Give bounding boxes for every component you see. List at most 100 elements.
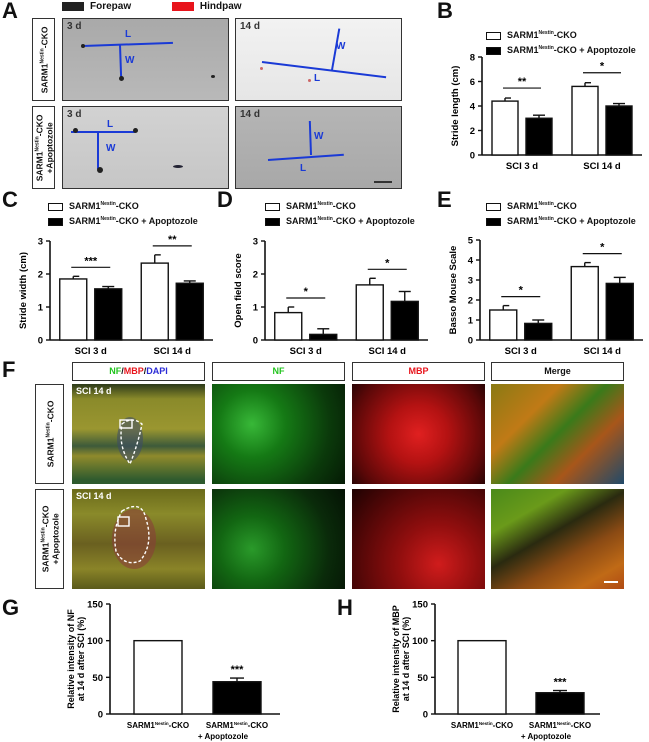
svg-text:SCI 14 d: SCI 14 d bbox=[583, 161, 621, 172]
chart-bms: SARM1Nestin-CKO SARM1Nestin-CKO + Apoptoz… bbox=[430, 190, 649, 357]
legend-treated: SARM1Nestin-CKO + Apoptozole bbox=[486, 45, 636, 55]
svg-text:2: 2 bbox=[38, 270, 43, 281]
footprint-photo-treated-3d: 3 d L W bbox=[62, 106, 229, 189]
header-nf-mbp-dapi: NF/MBP/DAPI bbox=[72, 362, 205, 381]
legend-control: SARM1Nestin-CKO bbox=[486, 201, 577, 211]
svg-text:50: 50 bbox=[417, 673, 428, 684]
overview-image-treated: SCI 14 d bbox=[72, 489, 205, 589]
legend-treated: SARM1Nestin-CKO + Apoptozole bbox=[486, 216, 636, 226]
footprint-photo-control-3d: 3 d L W bbox=[62, 18, 229, 101]
svg-text:SCI 3 d: SCI 3 d bbox=[75, 346, 107, 357]
svg-text:150: 150 bbox=[412, 600, 428, 611]
header-merge: Merge bbox=[491, 362, 624, 381]
svg-text:3: 3 bbox=[38, 237, 43, 248]
header-nf: NF bbox=[212, 362, 345, 381]
legend-treated: SARM1Nestin-CKO + Apoptozole bbox=[265, 216, 415, 226]
svg-text:at 14 d after SCI (%): at 14 d after SCI (%) bbox=[76, 617, 86, 702]
panel-a-row-label-treated: SARM1Nestin-CKO +Apoptozole bbox=[32, 106, 55, 189]
svg-text:SARM1Nestin-CKO: SARM1Nestin-CKO bbox=[529, 721, 591, 730]
svg-text:*: * bbox=[385, 257, 390, 269]
merge-image-control bbox=[491, 384, 624, 484]
scale-bar bbox=[604, 581, 618, 583]
merge-image-treated bbox=[491, 489, 624, 589]
svg-text:SCI 3 d: SCI 3 d bbox=[506, 161, 538, 172]
svg-text:Basso Mouse Scale: Basso Mouse Scale bbox=[448, 246, 459, 335]
svg-text:2: 2 bbox=[253, 270, 258, 281]
svg-text:*: * bbox=[600, 242, 605, 254]
svg-text:0: 0 bbox=[98, 710, 103, 721]
svg-text:Relative intensity of MBP: Relative intensity of MBP bbox=[391, 605, 401, 713]
svg-text:*: * bbox=[304, 286, 309, 298]
legend-control: SARM1Nestin-CKO bbox=[48, 201, 139, 211]
svg-text:1: 1 bbox=[38, 303, 44, 314]
panel-label-f: F bbox=[2, 357, 16, 382]
svg-text:4: 4 bbox=[468, 256, 474, 267]
svg-text:at 14 d after SCI (%): at 14 d after SCI (%) bbox=[401, 617, 411, 702]
forepaw-swatch bbox=[62, 1, 84, 11]
svg-text:***: *** bbox=[231, 664, 245, 676]
panel-label-h: H bbox=[337, 595, 353, 620]
svg-text:**: ** bbox=[168, 234, 177, 246]
legend-control: SARM1Nestin-CKO bbox=[265, 201, 356, 211]
svg-text:SARM1Nestin-CKO: SARM1Nestin-CKO bbox=[451, 721, 513, 730]
svg-text:+ Apoptozole: + Apoptozole bbox=[521, 732, 572, 741]
chart-stride-length: SARM1Nestin-CKO SARM1Nestin-CKO + Apoptoz… bbox=[430, 0, 649, 190]
svg-text:+ Apoptozole: + Apoptozole bbox=[198, 732, 249, 741]
svg-text:150: 150 bbox=[87, 600, 103, 611]
panel-label-a: A bbox=[2, 0, 18, 23]
svg-text:SCI 14 d: SCI 14 d bbox=[369, 346, 407, 357]
panel-label-d: D bbox=[217, 187, 233, 212]
svg-text:**: ** bbox=[518, 76, 527, 88]
hindpaw-swatch bbox=[171, 1, 194, 11]
panel-label-g: G bbox=[2, 595, 20, 620]
header-mbp: MBP bbox=[352, 362, 485, 381]
panel-f-row-label-treated: SARM1Nestin-CKO +Apoptozole bbox=[35, 489, 64, 589]
chart-mbp-intensity: 0 50 100 150 Relative intensity of MBP at 14 … bbox=[320, 590, 649, 742]
svg-text:0: 0 bbox=[253, 336, 258, 347]
svg-text:50: 50 bbox=[92, 673, 103, 684]
svg-text:0: 0 bbox=[423, 710, 428, 721]
mbp-image-control bbox=[352, 384, 485, 484]
svg-text:4: 4 bbox=[470, 102, 476, 113]
svg-text:***: *** bbox=[554, 677, 568, 689]
svg-text:Open field score: Open field score bbox=[233, 253, 244, 327]
overview-image-control: SCI 14 d bbox=[72, 384, 205, 484]
svg-text:*: * bbox=[600, 61, 605, 73]
panel-label-b: B bbox=[437, 0, 453, 23]
svg-text:SCI 14 d: SCI 14 d bbox=[154, 346, 192, 357]
svg-text:3: 3 bbox=[468, 276, 473, 287]
svg-text:100: 100 bbox=[87, 636, 103, 647]
svg-text:SARM1Nestin-CKO: SARM1Nestin-CKO bbox=[127, 721, 189, 730]
nf-image-control bbox=[212, 384, 345, 484]
svg-text:SCI 3 d: SCI 3 d bbox=[290, 346, 322, 357]
legend-treated: SARM1Nestin-CKO + Apoptozole bbox=[48, 216, 198, 226]
svg-text:Stride width (cm): Stride width (cm) bbox=[18, 252, 29, 329]
mbp-image-treated bbox=[352, 489, 485, 589]
panel-a-row-label-control: SARM1Nestin-CKO bbox=[32, 18, 55, 101]
panel-a-legend: Forepaw Hindpaw bbox=[62, 1, 242, 12]
legend-control: SARM1Nestin-CKO bbox=[486, 30, 577, 40]
forepaw-label: Forepaw bbox=[90, 1, 132, 12]
panel-label-c: C bbox=[2, 187, 18, 212]
chart-stride-width: SARM1Nestin-CKO SARM1Nestin-CKO + Apoptoz… bbox=[0, 190, 220, 357]
svg-text:2: 2 bbox=[468, 296, 473, 307]
chart-open-field: SARM1Nestin-CKO SARM1Nestin-CKO + Apoptoz… bbox=[215, 190, 435, 357]
svg-text:3: 3 bbox=[253, 237, 258, 248]
svg-text:Relative intensity of NF: Relative intensity of NF bbox=[66, 609, 76, 709]
svg-text:0: 0 bbox=[468, 336, 473, 347]
footprint-photo-treated-14d: 14 d L W bbox=[235, 106, 402, 189]
svg-text:Stride length (cm): Stride length (cm) bbox=[450, 66, 461, 147]
panel-label-e: E bbox=[437, 187, 452, 212]
svg-text:0: 0 bbox=[38, 336, 43, 347]
svg-text:***: *** bbox=[84, 255, 98, 267]
hindpaw-label: Hindpaw bbox=[199, 1, 242, 12]
footprint-photo-control-14d: 14 d L W bbox=[235, 18, 402, 101]
nf-image-treated bbox=[212, 489, 345, 589]
svg-text:2: 2 bbox=[470, 126, 475, 137]
svg-text:1: 1 bbox=[253, 303, 259, 314]
svg-text:SCI 3 d: SCI 3 d bbox=[505, 346, 537, 357]
scale-bar bbox=[374, 181, 392, 183]
chart-nf-intensity: 0 50 100 150 Relative intensity of NF at 14 d… bbox=[0, 590, 330, 742]
svg-text:*: * bbox=[519, 285, 524, 297]
svg-text:SARM1Nestin-CKO: SARM1Nestin-CKO bbox=[206, 721, 268, 730]
